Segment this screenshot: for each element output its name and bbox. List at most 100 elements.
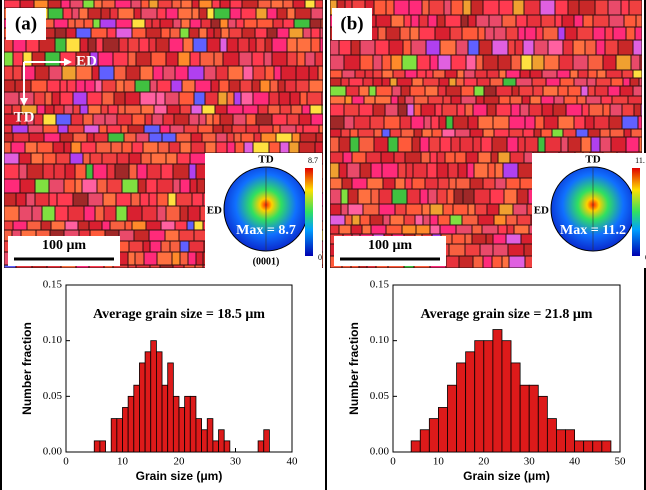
grain [565, 27, 577, 40]
grain [467, 163, 474, 178]
grain [523, 129, 534, 137]
pole-left: ED [207, 205, 222, 217]
grain [149, 0, 158, 8]
grain [600, 129, 610, 137]
grain [141, 8, 157, 19]
grain [84, 125, 99, 133]
grain [126, 66, 140, 80]
grain [176, 133, 191, 142]
grain [195, 265, 203, 268]
grain [490, 189, 504, 204]
grain [412, 178, 425, 189]
grain [608, 0, 621, 15]
x-tick-label: 10 [433, 456, 445, 468]
grain [93, 114, 105, 125]
grain [390, 129, 401, 137]
grain [588, 86, 595, 96]
grain [315, 52, 323, 66]
grain [303, 125, 319, 133]
grain [540, 0, 555, 15]
grain [532, 78, 546, 86]
grain [199, 8, 207, 19]
grain [54, 164, 65, 179]
grain [552, 129, 563, 137]
grain [63, 8, 72, 19]
bar [206, 418, 214, 453]
grain [626, 27, 635, 40]
grain [125, 92, 140, 105]
grain [65, 221, 78, 230]
grain [445, 152, 455, 163]
grain [360, 40, 375, 55]
grain [143, 241, 150, 252]
x-tick-label: 20 [174, 456, 186, 468]
y-tick-label: 0.10 [370, 334, 390, 346]
grain [75, 164, 86, 179]
grain [161, 164, 173, 179]
grain [211, 19, 220, 28]
grain [414, 129, 422, 137]
grain [124, 80, 135, 92]
grain [132, 19, 145, 28]
grain [534, 129, 541, 137]
grain [563, 40, 573, 55]
grain [468, 204, 475, 215]
grain [596, 40, 605, 55]
grain [199, 114, 206, 125]
grain [425, 178, 438, 189]
grain [4, 114, 20, 125]
bar [465, 351, 476, 453]
grain [631, 129, 642, 137]
grain [291, 105, 302, 114]
grain [379, 189, 392, 204]
grain [167, 105, 180, 114]
y-axis-label: Number fraction [20, 322, 34, 415]
grain [170, 241, 180, 252]
grain [102, 0, 115, 8]
grain [610, 129, 624, 137]
grain [165, 92, 179, 105]
grain [330, 40, 339, 55]
grain [437, 15, 445, 27]
grain [348, 189, 358, 204]
grain [464, 70, 475, 78]
grain [515, 40, 523, 55]
grain [267, 8, 277, 19]
bar [133, 384, 140, 453]
grain [76, 265, 89, 268]
grain [605, 27, 613, 40]
grain [542, 70, 557, 78]
grain [608, 86, 620, 96]
grain [156, 38, 169, 52]
grain [199, 28, 207, 38]
grain [613, 27, 626, 40]
grain [455, 129, 470, 137]
grain [191, 142, 205, 153]
grain [483, 0, 499, 15]
bar [212, 440, 219, 453]
grain [163, 114, 174, 125]
grain [506, 178, 520, 189]
colorbar-max: 8.7 [308, 156, 318, 165]
grain [4, 153, 19, 164]
grain [115, 164, 129, 179]
grain [83, 153, 90, 164]
grain [362, 225, 371, 234]
grain [95, 206, 104, 221]
grain [417, 55, 430, 70]
grain [411, 15, 419, 27]
grain [161, 28, 170, 38]
grain [97, 179, 107, 193]
grain [232, 125, 246, 133]
grain [94, 0, 102, 8]
grain [429, 0, 444, 15]
grain [621, 0, 629, 15]
grain [142, 206, 157, 221]
grain [342, 70, 355, 78]
grain [180, 252, 188, 265]
grain [70, 153, 83, 164]
grain [4, 125, 12, 133]
grain [437, 152, 445, 163]
grain [359, 137, 374, 152]
grain [633, 86, 642, 96]
